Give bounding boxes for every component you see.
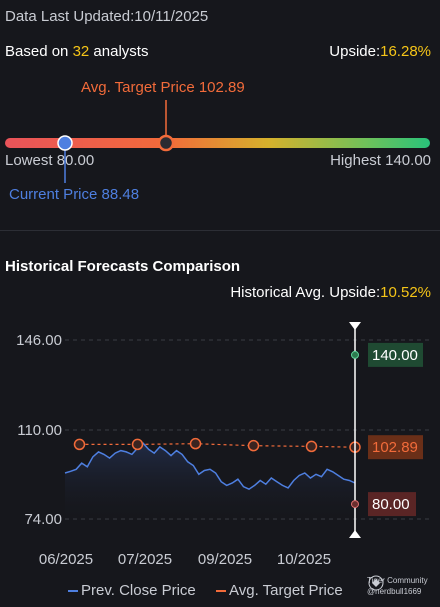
y-tick-74: 74.00	[24, 511, 62, 528]
prev-close-price-line	[64, 442, 356, 491]
x-tick-3: 10/2025	[277, 551, 331, 568]
high-target-value: 140.00	[372, 347, 418, 364]
chart-grid	[65, 339, 432, 520]
y-tick-110: 110.00	[17, 422, 62, 439]
watermark: Tiger Community @nerdbull1669	[367, 575, 428, 597]
historical-upside-text: Historical Avg. Upside:10.52%	[230, 284, 431, 301]
avg-target-points	[73, 437, 361, 453]
data-updated-text: Data Last Updated:10/11/2025	[5, 8, 208, 25]
avg-target-point	[131, 438, 144, 451]
avg-target-value: 102.89	[372, 439, 418, 456]
low-target-box	[368, 492, 416, 517]
avg-target-marker	[157, 134, 175, 152]
x-tick-2: 09/2025	[198, 551, 252, 568]
watermark-handle: @nerdbull1669	[367, 587, 422, 596]
section-divider	[0, 230, 440, 231]
high-target-dot	[351, 350, 359, 359]
based-suffix: analysts	[89, 43, 149, 60]
historical-upside-value: 10.52%	[380, 284, 431, 301]
avg-target-box	[368, 435, 423, 460]
legend-avg-label: Avg. Target Price	[229, 582, 343, 599]
avg-target-point	[247, 439, 260, 452]
x-tick-1: 07/2025	[118, 551, 172, 568]
tiger-logo-icon	[368, 575, 384, 591]
lowest-label: Lowest 80.00	[5, 152, 95, 169]
cursor-top-arrow	[349, 322, 361, 330]
tiger-logo-mark	[372, 579, 380, 587]
avg-target-price-line	[79, 443, 356, 448]
updated-date: 10/11/2025	[134, 8, 209, 25]
legend-prev-label: Prev. Close Price	[81, 582, 196, 599]
analyst-count: 32	[72, 43, 90, 60]
low-target-dot	[351, 500, 359, 509]
legend-prev-swatch	[68, 590, 78, 593]
legend-avg-target[interactable]: Avg. Target Price	[216, 582, 343, 599]
price-area	[65, 443, 355, 519]
x-tick-0: 06/2025	[39, 551, 93, 568]
current-price-marker	[57, 135, 73, 151]
cursor-bottom-arrow	[349, 530, 361, 538]
watermark-brand: Tiger Community	[367, 576, 428, 585]
current-price-label: Current Price 88.48	[9, 186, 140, 203]
upside-value: 16.28%	[380, 43, 431, 60]
upside-text: Upside:16.28%	[329, 43, 431, 60]
upside-label: Upside:	[329, 43, 381, 60]
legend-prev-close[interactable]: Prev. Close Price	[68, 582, 196, 599]
historical-title: Historical Forecasts Comparison	[5, 258, 241, 275]
historical-upside-label: Historical Avg. Upside:	[230, 284, 381, 301]
updated-prefix: Data Last Updated:	[5, 8, 135, 25]
legend-avg-swatch	[216, 590, 226, 593]
avg-target-point	[189, 437, 202, 450]
high-target-box	[368, 342, 423, 367]
y-tick-146: 146.00	[16, 332, 62, 349]
highest-label: Highest 140.00	[330, 152, 431, 169]
avg-target-point	[305, 440, 318, 453]
based-prefix: Based on	[5, 43, 73, 60]
price-range-bar	[5, 138, 430, 148]
avg-target-point	[73, 438, 86, 451]
low-target-value: 80.00	[372, 496, 410, 513]
avg-target-label: Avg. Target Price 102.89	[81, 79, 245, 96]
analyst-count-text: Based on 32 analysts	[5, 43, 148, 60]
